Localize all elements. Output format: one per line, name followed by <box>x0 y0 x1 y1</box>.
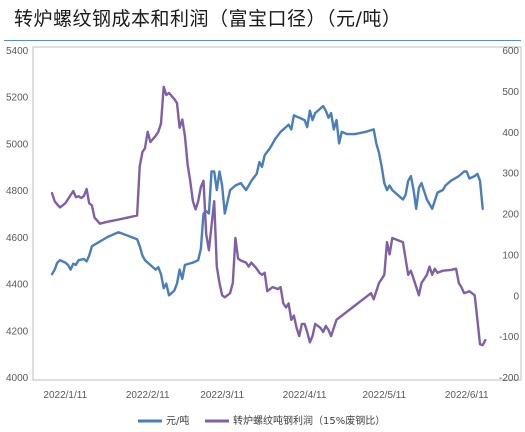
x-tick-label: 2022/1/11 <box>43 390 87 401</box>
plot-frame <box>32 46 522 381</box>
y-left-tick-label: 4200 <box>6 326 29 337</box>
y-left-tick-label: 5200 <box>6 93 29 104</box>
y-left-tick-label: 4800 <box>6 186 29 197</box>
chart-title: 转炉螺纹钢成本和利润（富宝口径）（元/吨） <box>14 8 402 30</box>
y-left-tick-label: 4600 <box>6 233 29 244</box>
y-right-tick-label: 0 <box>513 291 519 302</box>
y-left-tick-label: 5000 <box>6 139 29 150</box>
y-right-tick-label: 100 <box>502 250 519 261</box>
y-right-tick-label: 200 <box>502 210 519 221</box>
y-axis-left: 5400 5200 5000 4800 4600 4400 4200 4000 <box>6 46 29 384</box>
y-left-tick-label: 4000 <box>6 373 29 384</box>
x-tick-label: 2022/2/11 <box>126 390 170 401</box>
y-right-tick-label: -100 <box>499 332 519 343</box>
legend: 元/吨 转炉螺纹吨钢利润（15%废钢比） <box>138 414 385 427</box>
x-tick-label: 2022/6/11 <box>445 390 489 401</box>
y-right-tick-label: 400 <box>502 128 519 139</box>
legend-label: 元/吨 <box>166 414 189 427</box>
series-line-profit <box>50 85 487 347</box>
series-line-cost <box>50 104 484 297</box>
y-right-tick-label: 300 <box>502 169 519 180</box>
x-axis: 2022/1/11 2022/2/11 2022/3/11 2022/4/11 2022… <box>43 390 489 401</box>
x-tick-label: 2022/5/11 <box>362 390 406 401</box>
y-left-tick-label: 4400 <box>6 280 29 291</box>
legend-label: 转炉螺纹吨钢利润（15%废钢比） <box>233 414 385 427</box>
y-left-tick-label: 5400 <box>6 46 29 57</box>
series-layer <box>50 85 487 347</box>
x-tick-label: 2022/4/11 <box>283 390 327 401</box>
title-divider <box>4 40 521 41</box>
y-right-tick-label: 500 <box>502 87 519 98</box>
y-axis-right: 600 500 400 300 200 100 0 -100 -200 <box>499 46 519 384</box>
y-right-tick-label: 600 <box>502 46 519 57</box>
y-right-tick-label: -200 <box>499 373 519 384</box>
x-tick-label: 2022/3/11 <box>200 390 244 401</box>
